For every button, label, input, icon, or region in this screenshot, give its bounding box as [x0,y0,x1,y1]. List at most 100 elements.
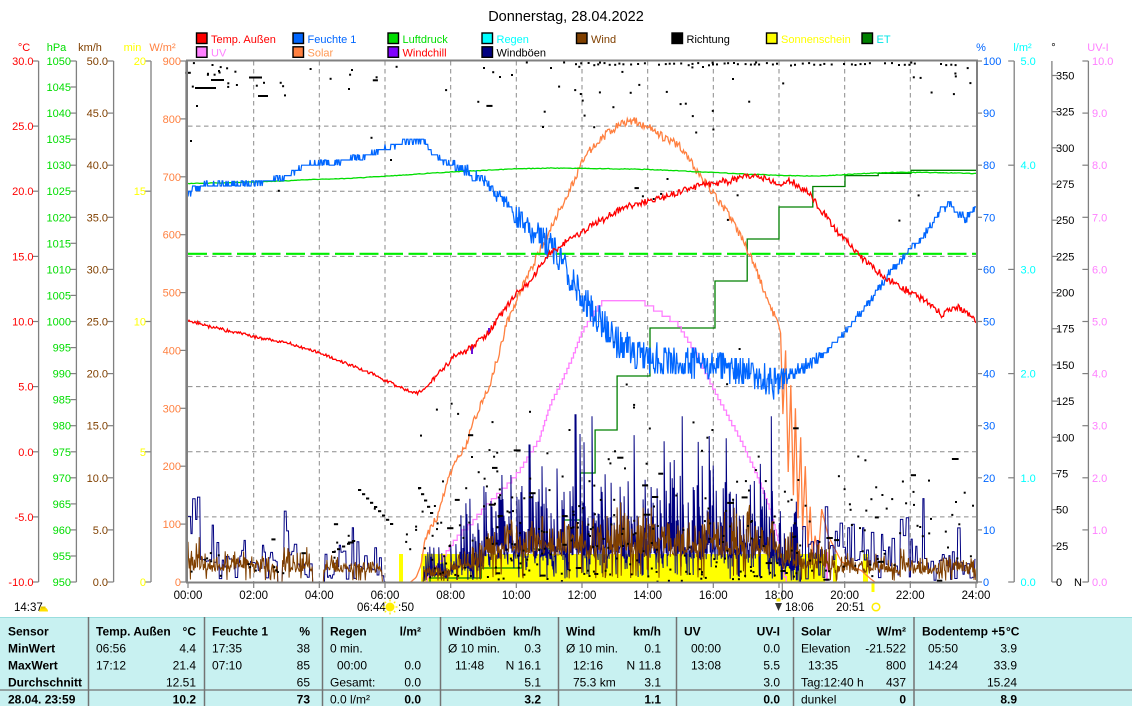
svg-text:Bodentemp +5: Bodentemp +5 [922,625,1005,639]
svg-text:UV: UV [211,48,227,60]
svg-text:5.0: 5.0 [93,525,108,537]
svg-text:25.0: 25.0 [12,121,33,133]
svg-text:5.0: 5.0 [1021,56,1036,68]
svg-text:16:00: 16:00 [699,590,728,602]
svg-text:Temp. Außen: Temp. Außen [211,34,276,46]
svg-text:350: 350 [1056,71,1074,83]
svg-text:800: 800 [163,114,181,126]
svg-text:20:00: 20:00 [830,590,859,602]
svg-text:20: 20 [134,56,146,68]
svg-text:18:06: 18:06 [785,602,814,614]
svg-text:14:24: 14:24 [928,659,958,673]
svg-text:km/h: km/h [633,625,661,639]
svg-text:06:56: 06:56 [96,642,126,656]
svg-text:437: 437 [886,676,906,690]
svg-text:°C: °C [183,625,197,639]
svg-text:700: 700 [163,172,181,184]
svg-text:965: 965 [53,499,71,511]
svg-text:3.0: 3.0 [763,676,780,690]
svg-text:Windböen: Windböen [497,48,547,60]
svg-text:30: 30 [983,421,995,433]
svg-text:10.2: 10.2 [173,693,197,706]
svg-text:28.04. 23:59: 28.04. 23:59 [8,693,76,706]
svg-text:00:00: 00:00 [174,590,203,602]
svg-text:06:44: 06:44 [357,602,386,614]
svg-text:975: 975 [53,447,71,459]
svg-text:0.0: 0.0 [1092,577,1107,589]
svg-text:0.0: 0.0 [93,577,108,589]
svg-text:3.0: 3.0 [1021,264,1036,276]
svg-text:06:00: 06:00 [371,590,400,602]
svg-text:970: 970 [53,473,71,485]
svg-text:5.0: 5.0 [1092,317,1107,329]
svg-text:8.9: 8.9 [1000,693,1017,706]
svg-text:400: 400 [163,345,181,357]
svg-text:Donnerstag, 28.04.2022: Donnerstag, 28.04.2022 [488,9,644,25]
svg-text:min: min [124,42,142,54]
svg-text:1010: 1010 [47,264,71,276]
svg-text:5.5: 5.5 [763,659,780,673]
svg-text:UV-I: UV-I [757,625,780,639]
svg-text:980: 980 [53,421,71,433]
svg-text:150: 150 [1056,360,1074,372]
svg-text:73: 73 [297,693,311,706]
svg-text:300: 300 [163,403,181,415]
svg-text:Gesamt:: Gesamt: [330,676,375,690]
svg-text:-21.522: -21.522 [865,642,906,656]
svg-text:Sonnenschein: Sonnenschein [781,34,851,46]
svg-text:500: 500 [163,288,181,300]
svg-text:40: 40 [983,369,995,381]
svg-text:1.0: 1.0 [1092,525,1107,537]
svg-text:60: 60 [983,264,995,276]
svg-text:0: 0 [1056,577,1062,589]
svg-text:Luftdruck: Luftdruck [403,34,449,46]
svg-text:2.0: 2.0 [1092,473,1107,485]
svg-text:50: 50 [983,317,995,329]
svg-text:Tag:12:40 h: Tag:12:40 h [801,676,864,690]
svg-text:75: 75 [1056,469,1068,481]
svg-text:250: 250 [1056,215,1074,227]
svg-text:275: 275 [1056,179,1074,191]
svg-text:1040: 1040 [47,108,71,120]
svg-text:0.0: 0.0 [404,659,421,673]
svg-text:10.0: 10.0 [12,317,33,329]
svg-text:3.0: 3.0 [1092,421,1107,433]
svg-text:900: 900 [163,56,181,68]
svg-text:Windchill: Windchill [403,48,447,60]
svg-text:N: N [1074,577,1082,589]
svg-text:1045: 1045 [47,82,71,94]
svg-text:225: 225 [1056,251,1074,263]
svg-text:4.4: 4.4 [179,642,196,656]
svg-text:995: 995 [53,343,71,355]
svg-text:20.0: 20.0 [87,369,108,381]
svg-text:hPa: hPa [47,42,67,54]
svg-text:10: 10 [134,317,146,329]
svg-text:200: 200 [163,461,181,473]
svg-text:90: 90 [983,108,995,120]
svg-text:07:10: 07:10 [212,659,242,673]
svg-text:50.0: 50.0 [87,56,108,68]
svg-text:200: 200 [1056,288,1074,300]
svg-text:10: 10 [983,525,995,537]
svg-text:100: 100 [1056,432,1074,444]
svg-text:km/h: km/h [78,42,102,54]
svg-text:Wind: Wind [566,625,595,639]
svg-text:21.4: 21.4 [173,659,197,673]
svg-text:100: 100 [983,56,1001,68]
svg-text:Regen: Regen [497,34,529,46]
svg-text:05:50: 05:50 [928,642,958,656]
svg-text:300: 300 [1056,143,1074,155]
svg-text:960: 960 [53,525,71,537]
svg-text:15.24: 15.24 [987,676,1017,690]
svg-text:0.0: 0.0 [763,642,780,656]
svg-text:1.0: 1.0 [1021,473,1036,485]
svg-text:24:00: 24:00 [962,590,991,602]
svg-text:10:00: 10:00 [502,590,531,602]
svg-text:13:35: 13:35 [808,659,838,673]
svg-text:0 min.: 0 min. [330,642,363,656]
svg-text:1035: 1035 [47,134,71,146]
svg-text:30.0: 30.0 [87,264,108,276]
svg-text:2.0: 2.0 [1021,369,1036,381]
svg-text:25.0: 25.0 [87,317,108,329]
svg-text:9.0: 9.0 [1092,108,1107,120]
